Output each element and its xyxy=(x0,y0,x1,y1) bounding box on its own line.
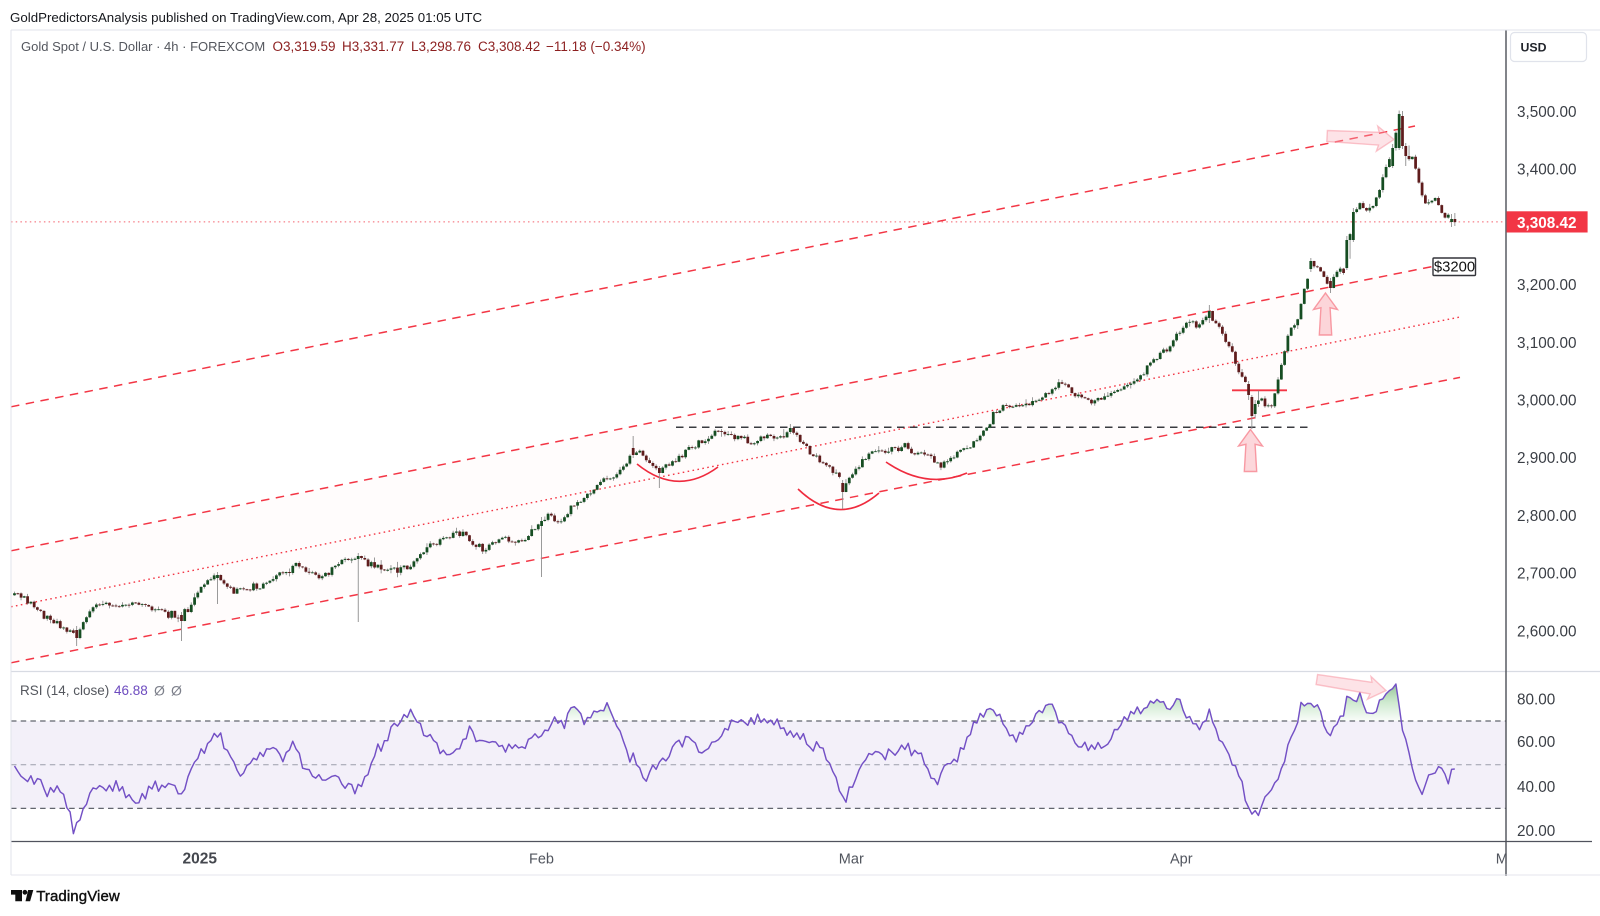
svg-text:80.00: 80.00 xyxy=(1517,691,1555,708)
svg-text:3,100.00: 3,100.00 xyxy=(1517,335,1577,352)
svg-text:2,800.00: 2,800.00 xyxy=(1517,508,1577,525)
svg-text:3,400.00: 3,400.00 xyxy=(1517,162,1577,179)
svg-text:Gold Spot / U.S. Dollar · 4h ·: Gold Spot / U.S. Dollar · 4h · FOREXCOM xyxy=(21,39,265,54)
svg-text:$3200: $3200 xyxy=(1434,260,1475,276)
svg-text:USD: USD xyxy=(1521,41,1547,55)
svg-text:RSI (14, close): RSI (14, close) xyxy=(20,683,109,698)
svg-text:O3,319.59: O3,319.59 xyxy=(273,39,336,54)
svg-text:C3,308.42: C3,308.42 xyxy=(478,39,540,54)
svg-text:3,000.00: 3,000.00 xyxy=(1517,393,1577,410)
svg-text:GoldPredictorsAnalysis publish: GoldPredictorsAnalysis published on Trad… xyxy=(10,10,482,25)
svg-text:L3,298.76: L3,298.76 xyxy=(411,39,471,54)
svg-text:−11.18 (−0.34%): −11.18 (−0.34%) xyxy=(546,39,646,54)
svg-text:Ø: Ø xyxy=(154,683,165,699)
svg-text:2,600.00: 2,600.00 xyxy=(1517,623,1577,640)
svg-text:2025: 2025 xyxy=(182,851,217,868)
svg-text:TradingView: TradingView xyxy=(36,888,120,905)
svg-text:Feb: Feb xyxy=(529,852,554,868)
svg-text:2,900.00: 2,900.00 xyxy=(1517,450,1577,467)
svg-text:Mar: Mar xyxy=(839,852,864,868)
svg-text:20.00: 20.00 xyxy=(1517,823,1555,840)
svg-text:3,500.00: 3,500.00 xyxy=(1517,104,1577,121)
svg-text:2,700.00: 2,700.00 xyxy=(1517,566,1577,583)
svg-text:Ø: Ø xyxy=(171,683,182,699)
svg-text:40.00: 40.00 xyxy=(1517,779,1555,796)
svg-text:60.00: 60.00 xyxy=(1517,734,1555,751)
svg-text:H3,331.77: H3,331.77 xyxy=(342,39,404,54)
svg-text:46.88: 46.88 xyxy=(114,683,148,698)
svg-text:3,200.00: 3,200.00 xyxy=(1517,277,1577,294)
svg-text:Apr: Apr xyxy=(1170,852,1193,868)
svg-text:3,308.42: 3,308.42 xyxy=(1517,215,1577,232)
